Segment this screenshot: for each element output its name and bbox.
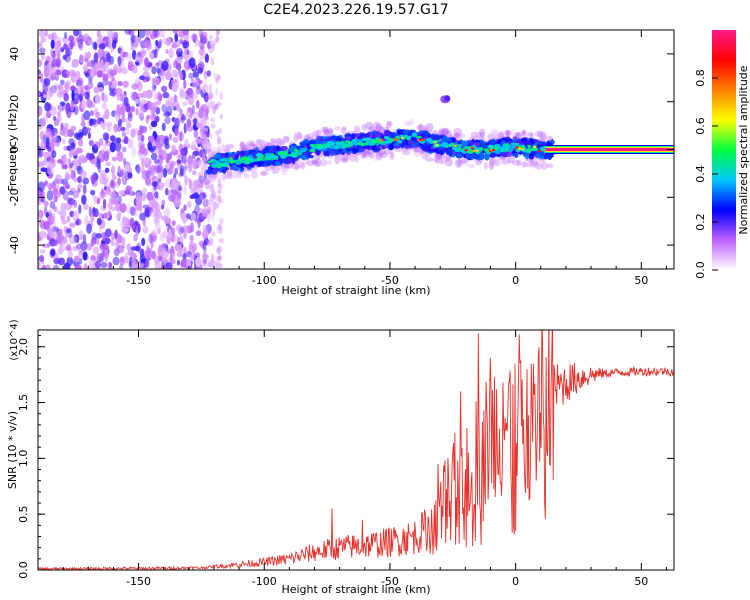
snr-y-tick-label-0: 0.0 (17, 561, 30, 579)
figure-title: C2E4.2023.226.19.57.G17 (263, 2, 448, 18)
snr-y-label: SNR (10 * v/v) (6, 411, 19, 489)
snr-y-scale-label: (x10^4) (9, 319, 20, 360)
colorbar-tick-label-4: 0.8 (694, 69, 707, 87)
spectrogram-x-tick-label-1: -100 (252, 274, 277, 287)
snr-y-tick-label-4: 2.0 (17, 338, 30, 356)
spectrogram-x-tick-label-4: 50 (634, 274, 648, 287)
spectrogram-locked-carrier (545, 145, 674, 154)
snr-y-tick-label-1: 0.5 (17, 505, 30, 523)
colorbar-tick-label-1: 0.2 (694, 213, 707, 231)
spectrogram-noise (38, 30, 224, 269)
spectrogram-y-tick-label-1: -20 (8, 188, 21, 206)
snr-plot: -150 -100 -50 0 50 0.0 0.5 1.0 1.5 2.0 Height of… (6, 319, 675, 596)
colorbar-tick-label-3: 0.6 (694, 117, 707, 135)
spectrogram-y-tick-label-2: 0 (8, 146, 21, 153)
colorbar-tick-label-2: 0.4 (694, 165, 707, 183)
snr-x-tick-label-3: 0 (512, 575, 519, 588)
spectrogram-x-label: Height of straight line (km) (281, 284, 430, 297)
colorbar-ticks: 0.0 0.2 0.4 0.6 0.8 (694, 69, 718, 279)
spectrogram-y-label: Frequency (Hz) (6, 109, 19, 192)
snr-series-line (38, 330, 674, 570)
snr-data (38, 330, 674, 570)
spectrogram-y-tick-label-3: 20 (8, 95, 21, 109)
snr-y-tick-label-3: 1.5 (17, 394, 30, 412)
colorbar: 0.0 0.2 0.4 0.6 0.8 Normalized spectral ampl… (694, 30, 750, 279)
snr-x-label: Height of straight line (km) (281, 583, 430, 596)
snr-x-axis: -150 -100 -50 0 50 (37, 330, 667, 588)
spectrogram-x-tick-label-3: 0 (512, 274, 519, 287)
snr-x-tick-label-4: 50 (634, 575, 648, 588)
snr-x-tick-label-2: -50 (381, 575, 399, 588)
spectrogram-y-axis: -40 -20 0 20 40 (8, 29, 674, 270)
spectrogram-spot (440, 95, 451, 104)
colorbar-gradient (712, 30, 736, 270)
spectrogram-plot: -150 -100 -50 0 50 -40 -20 0 20 40 Height of str… (6, 29, 675, 297)
spectrogram-y-tick-label-4: 40 (8, 47, 21, 61)
snr-frame (37, 329, 675, 571)
spectrogram-x-tick-label-0: -150 (126, 274, 151, 287)
spectrogram-y-tick-label-0: -40 (8, 236, 21, 254)
snr-x-tick-label-0: -150 (126, 575, 151, 588)
spectrogram-x-tick-label-2: -50 (381, 274, 399, 287)
spectrogram-tracking-band (205, 118, 557, 184)
spectrogram-data (38, 30, 674, 269)
colorbar-tick-label-0: 0.0 (694, 261, 707, 279)
snr-y-axis: 0.0 0.5 1.0 1.5 2.0 (17, 335, 674, 579)
snr-x-tick-label-1: -100 (252, 575, 277, 588)
colorbar-label: Normalized spectral amplitude (737, 65, 750, 234)
spectrogram-x-axis: -150 -100 -50 0 50 (37, 30, 667, 287)
snr-y-tick-label-2: 1.0 (17, 450, 30, 468)
